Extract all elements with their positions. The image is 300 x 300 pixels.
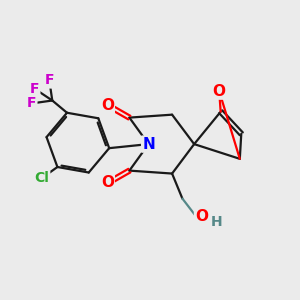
- Text: O: O: [101, 98, 114, 113]
- Text: H: H: [210, 215, 222, 229]
- Text: O: O: [195, 209, 208, 224]
- Text: Cl: Cl: [34, 171, 49, 185]
- Text: F: F: [27, 96, 36, 110]
- Text: F: F: [45, 74, 54, 88]
- Text: O: O: [101, 175, 114, 190]
- Text: O: O: [213, 84, 226, 99]
- Text: N: N: [142, 136, 155, 152]
- Text: F: F: [30, 82, 39, 96]
